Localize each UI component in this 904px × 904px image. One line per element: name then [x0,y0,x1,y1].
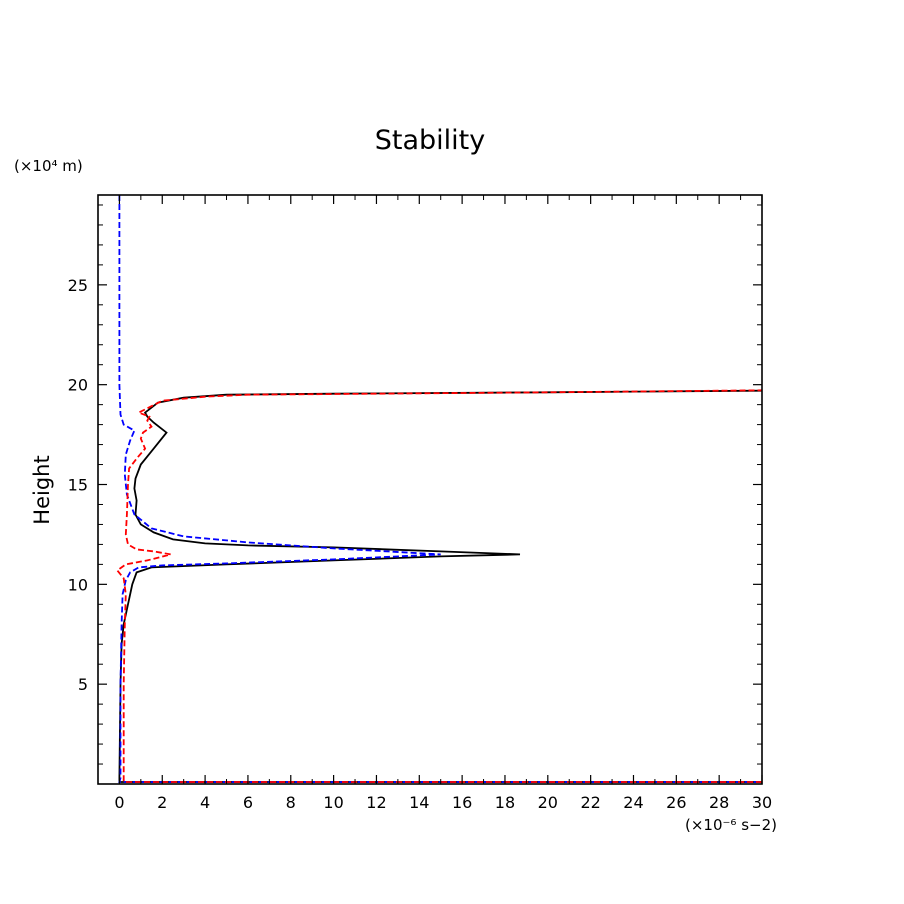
chart-title: Stability [375,125,486,156]
x-tick-label: 2 [157,793,167,812]
x-tick-label: 6 [243,793,253,812]
x-tick-label: 24 [623,793,643,812]
series-line-2 [118,195,762,783]
x-tick-label: 12 [366,793,386,812]
x-tick-label: 26 [666,793,686,812]
y-tick-label: 15 [68,476,88,495]
series-line-3 [115,389,762,783]
x-tick-label: 18 [495,793,515,812]
y-tick-label: 20 [68,376,88,395]
x-tick-label: 14 [409,793,429,812]
x-tick-label: 30 [752,793,772,812]
x-tick-label: 20 [538,793,558,812]
x-tick-label: 28 [709,793,729,812]
x-axis-units: (×10⁻⁶ s−2) [685,816,777,834]
x-tick-label: 8 [286,793,296,812]
x-tick-label: 16 [452,793,472,812]
plot-frame [97,194,763,785]
y-axis-label: Height [30,455,54,524]
y-tick-label: 10 [68,575,88,594]
y-axis-units: (×10⁴ m) [14,157,83,175]
y-tick-label: 5 [78,675,88,694]
y-tick-label: 25 [68,276,88,295]
x-tick-label: 0 [114,793,124,812]
x-tick-label: 4 [200,793,210,812]
x-tick-label: 22 [580,793,600,812]
x-tick-label: 10 [323,793,343,812]
series-line-1 [118,389,762,783]
